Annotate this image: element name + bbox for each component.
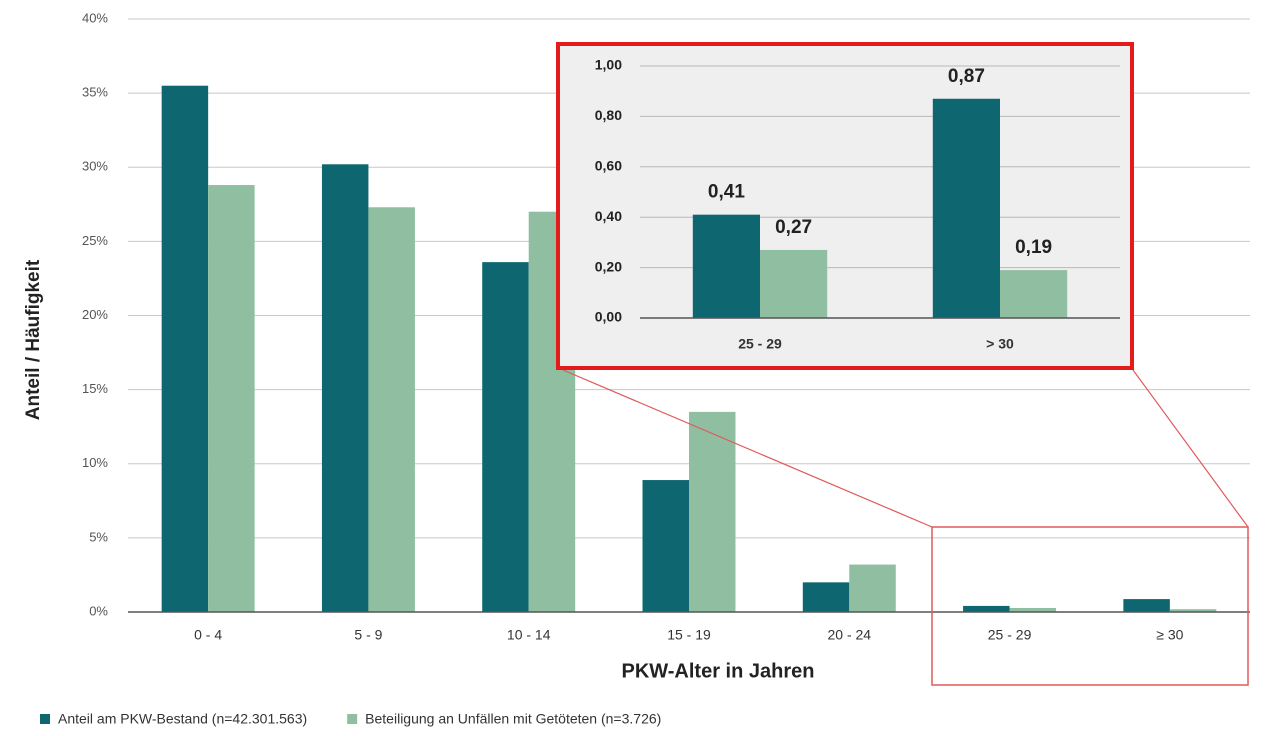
main-plot: 0% 5% 10% 15% 20% 25% 30% 35% 40% 0 - 4 5 - 9 10 - … (82, 10, 1250, 643)
bar (689, 411, 736, 612)
bar (482, 262, 529, 612)
legend-swatch (40, 714, 50, 724)
y-tick-label: 25% (82, 233, 108, 248)
x-axis-label: PKW-Alter in Jahren (622, 660, 815, 682)
inset-frame (556, 42, 1134, 370)
y-tick-label: 40% (82, 10, 108, 25)
legend-label: Beteiligung an Unfällen mit Getöteten (n… (365, 711, 661, 727)
y-tick-label: 0,80 (595, 107, 622, 123)
y-tick-label: 1,00 (595, 57, 622, 73)
legend-swatch (347, 714, 358, 724)
bar (932, 98, 1000, 318)
bar (368, 207, 415, 612)
bar (321, 164, 369, 612)
y-tick-label: 30% (82, 159, 108, 174)
y-tick-label: 0% (89, 603, 108, 618)
zoom-connector (562, 369, 933, 528)
y-tick-label: 5% (89, 529, 108, 544)
x-tick-label: 25 - 29 (988, 627, 1032, 643)
legend-label: Anteil am PKW-Bestand (n=42.301.563) (58, 711, 307, 727)
bar (760, 249, 828, 318)
zoom-box (931, 526, 1249, 686)
y-tick-label: 0,20 (595, 258, 622, 274)
inset-plot: 0,00 0,20 0,40 0,60 0,80 1,00 25 - 29 0,41 0,27 >… (595, 57, 1120, 352)
bar (1169, 609, 1217, 612)
bar (1000, 270, 1068, 318)
x-tick-label: 15 - 19 (667, 627, 711, 643)
x-tick-label: 0 - 4 (194, 627, 222, 643)
bar (1009, 607, 1057, 612)
y-tick-label: 15% (82, 381, 108, 396)
bar (1123, 599, 1170, 612)
x-tick-label: ≥ 30 (1156, 627, 1183, 643)
y-tick-label: 35% (82, 85, 108, 100)
y-tick-label: 10% (82, 455, 108, 470)
x-tick-label: > 30 (986, 336, 1014, 352)
bar (208, 185, 255, 613)
y-tick-label: 0,00 (595, 309, 622, 325)
bar (161, 85, 209, 612)
x-tick-label: 20 - 24 (827, 627, 871, 643)
bar (963, 605, 1010, 612)
y-tick-label: 20% (82, 307, 108, 322)
y-axis-label: Anteil / Häufigkeit (23, 259, 44, 420)
legend: Anteil am PKW-Bestand (n=42.301.563) Bete… (40, 711, 661, 727)
bar (849, 564, 896, 612)
y-tick-label: 0,60 (595, 158, 622, 174)
x-tick-label: 25 - 29 (738, 336, 782, 352)
bar (642, 480, 689, 612)
data-label: 0,87 (948, 66, 985, 87)
bar (692, 214, 760, 318)
x-tick-label: 10 - 14 (507, 627, 551, 643)
bar (802, 582, 850, 612)
zoom-connector (1132, 369, 1249, 528)
data-label: 0,19 (1015, 237, 1052, 258)
data-label: 0,41 (708, 182, 745, 203)
x-tick-label: 5 - 9 (354, 627, 382, 643)
y-tick-label: 0,40 (595, 208, 622, 224)
data-label: 0,27 (775, 217, 812, 238)
